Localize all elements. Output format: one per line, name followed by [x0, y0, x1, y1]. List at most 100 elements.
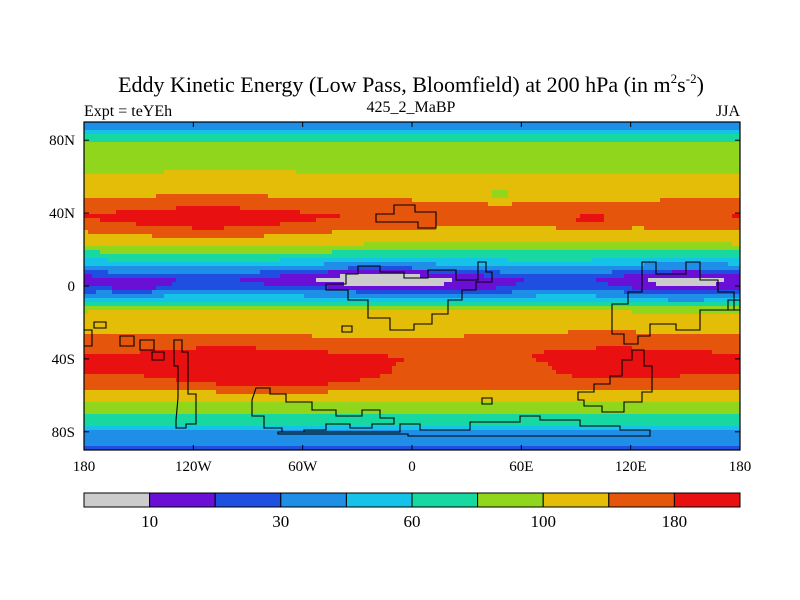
contour-cell — [644, 170, 649, 175]
contour-cell — [648, 138, 653, 143]
contour-cell — [672, 178, 677, 183]
contour-cell — [148, 238, 153, 243]
contour-cell — [160, 126, 165, 131]
contour-cell — [416, 206, 421, 211]
contour-cell — [432, 178, 437, 183]
contour-cell — [336, 178, 341, 183]
contour-cell — [548, 166, 553, 171]
contour-cell — [700, 226, 705, 231]
contour-cell — [160, 166, 165, 171]
contour-cell — [368, 194, 373, 199]
contour-cell — [588, 186, 593, 191]
contour-cell — [644, 178, 649, 183]
contour-cell — [324, 202, 329, 207]
contour-cell — [244, 198, 249, 203]
contour-cell — [384, 214, 389, 219]
contour-cell — [344, 166, 349, 171]
contour-cell — [228, 186, 233, 191]
contour-cell — [208, 174, 213, 179]
contour-cell — [696, 146, 701, 151]
contour-cell — [484, 210, 489, 215]
contour-cell — [296, 210, 301, 215]
contour-cell — [552, 226, 557, 231]
contour-cell — [216, 206, 221, 211]
contour-cell — [260, 178, 265, 183]
contour-cell — [208, 214, 213, 219]
contour-cell — [348, 178, 353, 183]
contour-cell — [220, 154, 225, 159]
contour-cell — [292, 178, 297, 183]
contour-cell — [528, 186, 533, 191]
contour-cell — [668, 238, 673, 243]
contour-cell — [588, 202, 593, 207]
contour-cell — [556, 170, 561, 175]
contour-cell — [644, 166, 649, 171]
contour-cell — [684, 122, 689, 127]
contour-cell — [284, 226, 289, 231]
contour-cell — [720, 174, 725, 179]
contour-cell — [116, 130, 121, 135]
contour-cell — [236, 158, 241, 163]
contour-cell — [600, 234, 605, 239]
contour-cell — [664, 222, 669, 227]
contour-cell — [700, 238, 705, 243]
contour-cell — [696, 150, 701, 155]
contour-cell — [180, 166, 185, 171]
contour-cell — [580, 126, 585, 131]
contour-cell — [236, 218, 241, 223]
contour-cell — [512, 194, 517, 199]
contour-cell — [236, 142, 241, 147]
contour-cell — [376, 158, 381, 163]
contour-cell — [612, 142, 617, 147]
contour-cell — [220, 150, 225, 155]
contour-cell — [256, 174, 261, 179]
contour-cell — [664, 122, 669, 127]
contour-cell — [448, 166, 453, 171]
contour-cell — [672, 138, 677, 143]
contour-cell — [92, 194, 97, 199]
contour-cell — [180, 182, 185, 187]
contour-cell — [344, 242, 349, 247]
contour-cell — [500, 138, 505, 143]
contour-cell — [572, 158, 577, 163]
contour-cell — [576, 174, 581, 179]
contour-cell — [268, 146, 273, 151]
contour-cell — [512, 134, 517, 139]
contour-cell — [560, 198, 565, 203]
contour-cell — [688, 202, 693, 207]
contour-cell — [176, 214, 181, 219]
contour-cell — [444, 126, 449, 131]
contour-cell — [104, 182, 109, 187]
contour-cell — [556, 138, 561, 143]
contour-cell — [356, 158, 361, 163]
contour-cell — [720, 130, 725, 135]
contour-cell — [264, 194, 269, 199]
contour-cell — [704, 158, 709, 163]
contour-cell — [504, 210, 509, 215]
contour-cell — [128, 202, 133, 207]
contour-cell — [664, 142, 669, 147]
contour-cell — [440, 182, 445, 187]
contour-cell — [256, 134, 261, 139]
contour-cell — [608, 178, 613, 183]
contour-cell — [164, 214, 169, 219]
contour-cell — [672, 214, 677, 219]
contour-cell — [164, 234, 169, 239]
contour-cell — [448, 238, 453, 243]
contour-cell — [332, 146, 337, 151]
contour-cell — [412, 162, 417, 167]
contour-cell — [324, 146, 329, 151]
contour-cell — [452, 238, 457, 243]
contour-cell — [276, 242, 281, 247]
contour-cell — [508, 206, 513, 211]
contour-cell — [432, 134, 437, 139]
contour-cell — [444, 130, 449, 135]
contour-cell — [308, 214, 313, 219]
contour-cell — [180, 158, 185, 163]
contour-cell — [620, 178, 625, 183]
contour-cell — [264, 130, 269, 135]
contour-cell — [344, 218, 349, 223]
contour-cell — [456, 150, 461, 155]
contour-cell — [112, 122, 117, 127]
contour-cell — [500, 198, 505, 203]
